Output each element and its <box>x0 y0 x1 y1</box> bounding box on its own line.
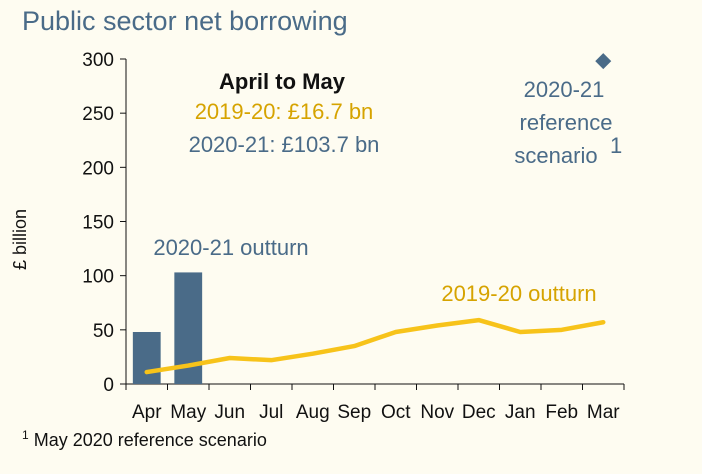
y-tick-label: 50 <box>93 321 114 342</box>
bar-2020-21-apr <box>132 332 161 384</box>
x-tick-label: Sep <box>337 402 371 423</box>
x-tick-label: Jun <box>214 402 245 423</box>
x-axis: Apr May Jun Jul Aug Sep Oct Nov Dec Jan Feb Mar <box>125 383 625 423</box>
footnote: 1 May 2020 reference scenario <box>22 428 267 451</box>
y-tick-label: 250 <box>82 104 114 125</box>
footnote-text: May 2020 reference scenario <box>33 430 267 450</box>
y-tick-label: 150 <box>82 213 114 234</box>
annotation-2020-total: 2020-21: £103.7 bn <box>189 132 380 157</box>
x-tick-label: Jan <box>505 402 536 423</box>
annotation-2019-total: 2019-20: £16.7 bn <box>195 99 374 124</box>
annotation-reference-line1: 2020-21 <box>524 77 605 102</box>
x-tick-label: Aug <box>296 402 330 423</box>
x-tick-label: Feb <box>545 402 578 423</box>
reference-scenario-marker <box>595 53 612 70</box>
annotation-bars-label: 2020-21 outturn <box>153 235 308 260</box>
annotation-reference-mark: 1 <box>610 133 622 158</box>
annotation-period-heading: April to May <box>219 69 346 94</box>
x-tick-label: Oct <box>381 402 411 423</box>
line-2019-20 <box>144 317 606 375</box>
chart-title: Public sector net borrowing <box>22 6 348 36</box>
y-tick-label: 300 <box>82 50 114 71</box>
annotation-reference-line2: reference <box>520 110 613 135</box>
annotation-reference-line3: scenario <box>514 143 597 168</box>
annotation-line-label: 2019-20 outturn <box>441 281 596 306</box>
x-tick-label: Nov <box>420 402 454 423</box>
x-tick-label: Apr <box>132 402 162 423</box>
reference-point <box>595 53 612 70</box>
y-axis: 0 50 100 150 200 250 300 <box>82 50 127 396</box>
x-tick-label: Dec <box>462 402 496 423</box>
line-series <box>144 317 606 375</box>
x-tick-label: Jul <box>259 402 283 423</box>
y-tick-label: 100 <box>82 267 114 288</box>
y-tick-label: 0 <box>103 375 114 396</box>
footnote-mark: 1 <box>22 428 29 442</box>
x-tick-label: Mar <box>587 402 620 423</box>
x-tick-label: May <box>170 402 206 423</box>
y-tick-label: 200 <box>82 158 114 179</box>
